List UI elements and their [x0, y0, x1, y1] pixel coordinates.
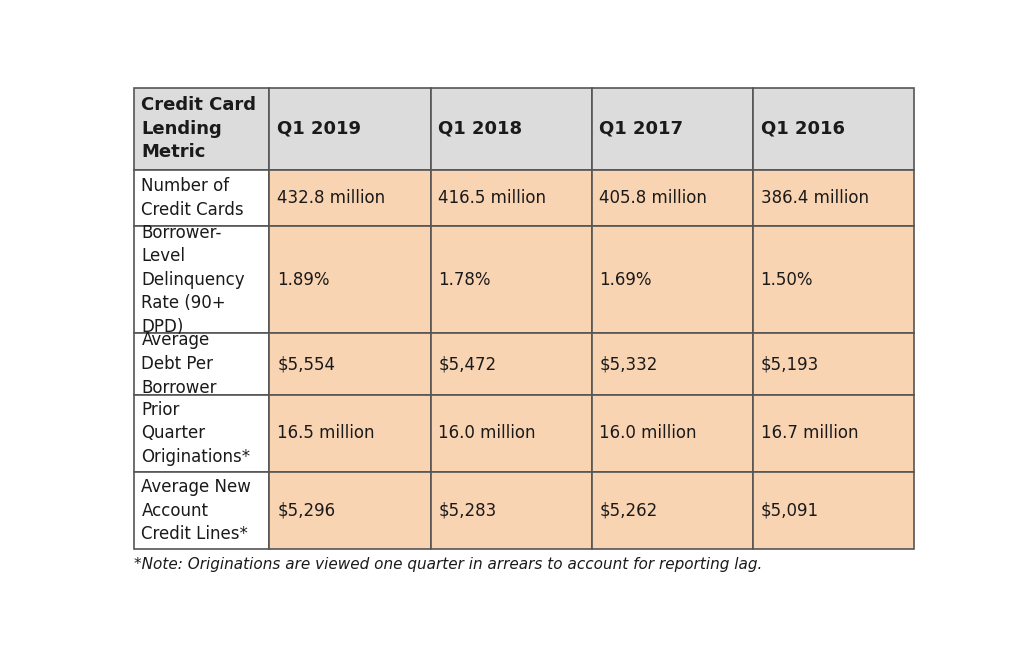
Text: Prior
Quarter
Originations*: Prior Quarter Originations*	[142, 401, 250, 466]
Text: Number of
Credit Cards: Number of Credit Cards	[142, 177, 244, 219]
Bar	[270, 88, 431, 170]
Text: 1.50%: 1.50%	[760, 271, 813, 289]
Bar	[752, 395, 914, 472]
Bar	[270, 226, 431, 333]
Text: Average New
Account
Credit Lines*: Average New Account Credit Lines*	[142, 478, 251, 543]
Bar	[591, 395, 752, 472]
Text: 416.5 million: 416.5 million	[439, 189, 547, 207]
Bar	[133, 395, 270, 472]
Bar	[591, 472, 752, 549]
Text: 16.0 million: 16.0 million	[600, 424, 697, 442]
Text: $5,091: $5,091	[760, 501, 818, 519]
Text: $5,193: $5,193	[760, 355, 818, 373]
Bar	[431, 472, 591, 549]
Bar	[752, 226, 914, 333]
Text: 16.7 million: 16.7 million	[760, 424, 858, 442]
Bar	[270, 170, 431, 226]
Text: $5,262: $5,262	[600, 501, 658, 519]
Bar	[133, 88, 270, 170]
Text: $5,332: $5,332	[600, 355, 658, 373]
Text: $5,296: $5,296	[277, 501, 336, 519]
Text: Borrower-
Level
Delinquency
Rate (90+
DPD): Borrower- Level Delinquency Rate (90+ DP…	[142, 224, 245, 336]
Bar	[752, 88, 914, 170]
Bar	[591, 333, 752, 395]
Bar	[270, 395, 431, 472]
Bar	[752, 333, 914, 395]
Bar	[431, 170, 591, 226]
Text: 386.4 million: 386.4 million	[760, 189, 868, 207]
Bar	[133, 226, 270, 333]
Text: 1.78%: 1.78%	[439, 271, 491, 289]
Text: 432.8 million: 432.8 million	[277, 189, 386, 207]
Text: $5,554: $5,554	[277, 355, 335, 373]
Text: 405.8 million: 405.8 million	[600, 189, 708, 207]
Bar	[431, 333, 591, 395]
Bar	[752, 472, 914, 549]
Text: Q1 2019: Q1 2019	[277, 120, 361, 138]
Text: Q1 2016: Q1 2016	[760, 120, 845, 138]
Text: Q1 2017: Q1 2017	[600, 120, 683, 138]
Text: $5,472: $5,472	[439, 355, 497, 373]
Bar	[133, 333, 270, 395]
Bar	[591, 226, 752, 333]
Text: 1.69%: 1.69%	[600, 271, 652, 289]
Bar	[752, 170, 914, 226]
Text: Average
Debt Per
Borrower: Average Debt Per Borrower	[142, 332, 217, 397]
Text: 1.89%: 1.89%	[277, 271, 330, 289]
Bar	[591, 170, 752, 226]
Text: $5,283: $5,283	[439, 501, 497, 519]
Text: Q1 2018: Q1 2018	[439, 120, 522, 138]
Text: Credit Card
Lending
Metric: Credit Card Lending Metric	[142, 96, 257, 161]
Bar	[591, 88, 752, 170]
Bar	[133, 472, 270, 549]
Text: 16.0 million: 16.0 million	[439, 424, 535, 442]
Bar	[431, 88, 591, 170]
Bar	[431, 226, 591, 333]
Bar	[270, 333, 431, 395]
Bar	[133, 170, 270, 226]
Bar	[270, 472, 431, 549]
Text: *Note: Originations are viewed one quarter in arrears to account for reporting l: *Note: Originations are viewed one quart…	[133, 557, 761, 572]
Bar	[431, 395, 591, 472]
Text: 16.5 million: 16.5 million	[277, 424, 375, 442]
